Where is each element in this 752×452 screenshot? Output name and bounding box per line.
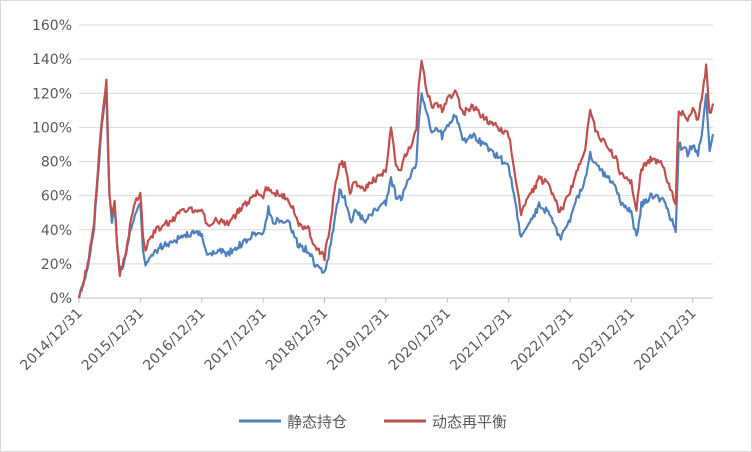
x-tick-label: 2017/12/31 <box>202 306 270 374</box>
series-lines <box>77 59 715 299</box>
x-tick-label: 2014/12/31 <box>17 306 85 374</box>
y-tick-label: 0% <box>50 291 72 307</box>
x-tick-label: 2019/12/31 <box>324 306 392 374</box>
x-tick-label: 2024/12/31 <box>631 306 699 374</box>
y-tick-label: 40% <box>41 223 72 239</box>
legend: 静态持仓 动态再平衡 <box>239 413 507 431</box>
y-tick-label: 140% <box>32 52 72 68</box>
series-line-dynamic <box>77 59 715 299</box>
y-tick-label: 160% <box>32 18 72 34</box>
y-tick-label: 80% <box>41 155 72 171</box>
x-tick-label: 2015/12/31 <box>79 306 147 374</box>
legend-label-static: 静态持仓 <box>287 413 347 431</box>
x-tick-label: 2022/12/31 <box>508 306 576 374</box>
y-tick-label: 60% <box>41 189 72 205</box>
series-line-static <box>77 90 715 299</box>
y-tick-label: 20% <box>41 257 72 273</box>
x-tick-label: 2020/12/31 <box>386 306 454 374</box>
x-tick-label: 2018/12/31 <box>263 306 331 374</box>
y-tick-label: 100% <box>32 120 72 136</box>
y-tick-label: 120% <box>32 86 72 102</box>
x-tick-label: 2016/12/31 <box>140 306 208 374</box>
legend-label-dynamic: 动态再平衡 <box>432 413 507 431</box>
x-tick-label: 2021/12/31 <box>447 306 515 374</box>
x-tick-label: 2023/12/31 <box>570 306 638 374</box>
